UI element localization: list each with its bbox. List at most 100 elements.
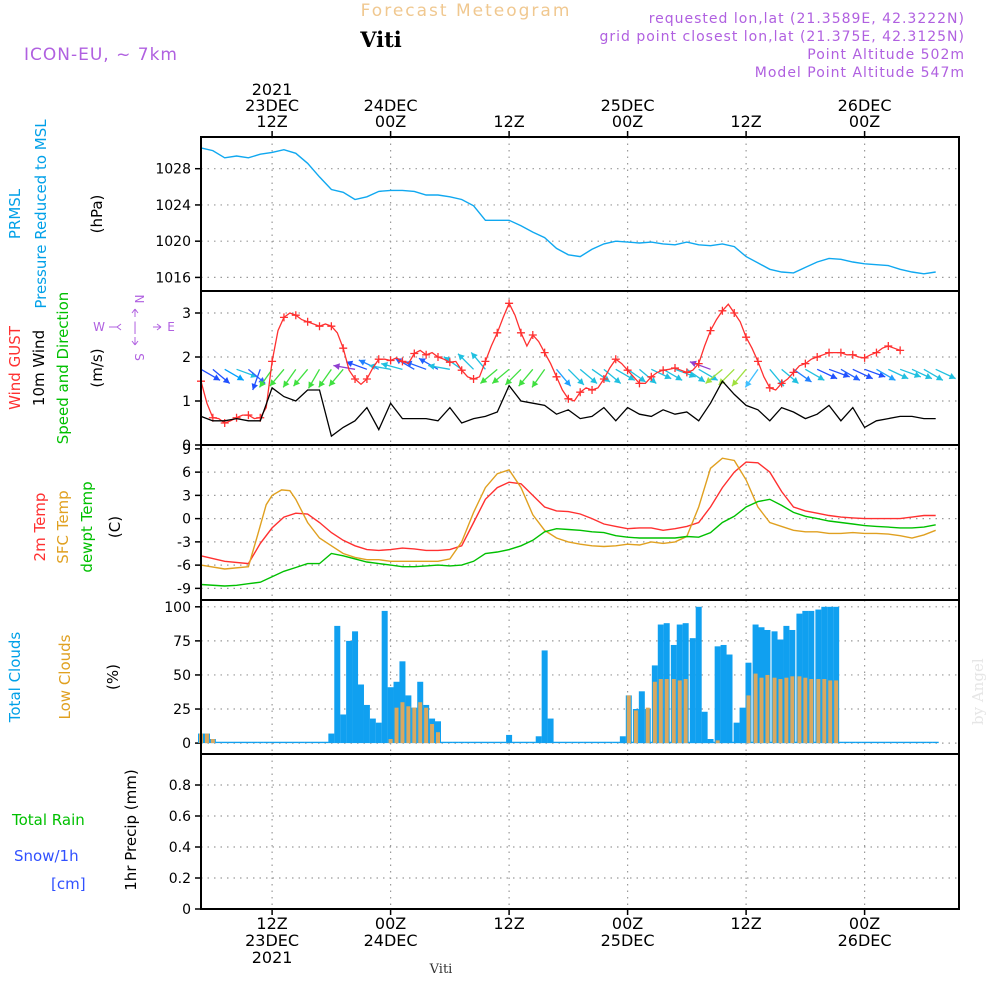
low-cloud-bar (652, 681, 657, 744)
total-cloud-bar (263, 741, 270, 744)
wind-arrow-head (745, 380, 752, 388)
wind-arrow-head (590, 376, 598, 384)
total-cloud-bar (909, 741, 915, 744)
wind-arrow (651, 368, 672, 380)
precip-ytick-label: 0 (182, 902, 191, 918)
temperature-ytick-label: 6 (182, 465, 191, 481)
total-cloud-bar (855, 741, 862, 744)
gust-marker (315, 322, 324, 331)
wind-arrow-head (577, 378, 584, 385)
gust-marker (777, 379, 786, 388)
gust-marker (362, 375, 371, 383)
low-cloud-bar (753, 673, 758, 744)
wind-arrow-head (901, 372, 909, 380)
total-cloud-bar (589, 741, 596, 744)
precip-ytick-label: 0.4 (169, 840, 191, 856)
gust-marker (635, 379, 644, 388)
temperature-ytick-label: 3 (182, 488, 191, 504)
gust-marker (694, 359, 703, 368)
clouds-frame (200, 599, 960, 755)
gust-marker (659, 366, 668, 375)
top-time-label: 12Z (730, 112, 761, 131)
wind-arrow (212, 368, 231, 384)
wind-arrow-head (564, 379, 571, 387)
low-cloud-bar (436, 732, 440, 744)
compass-e: E (167, 320, 175, 334)
total-cloud-bar (239, 741, 246, 744)
total-cloud-bar (269, 741, 276, 744)
wind-arrow-head (293, 379, 301, 387)
total-cloud-bar (215, 741, 222, 744)
temperature-ytick-label: -3 (177, 535, 191, 551)
low-cloud-bar (822, 679, 827, 744)
gust-marker (339, 344, 348, 353)
gust-marker (848, 350, 857, 359)
low-cloud-bar (671, 679, 676, 744)
bottom-time-label: 12Z (730, 914, 761, 933)
clouds-label: Total Clouds (6, 632, 24, 724)
gust-marker (540, 348, 549, 357)
compass-w: W (93, 320, 105, 334)
total-cloud-bar (808, 610, 815, 744)
wind-arrow (627, 368, 646, 383)
wind-label: Speed and Direction (54, 292, 72, 445)
wind-arrow (579, 368, 598, 384)
total-cloud-bar (523, 741, 530, 744)
compass: N S W E | (93, 295, 175, 361)
wind-arrow (418, 357, 439, 370)
total-cloud-bar (833, 606, 840, 744)
wind-arrow-head (418, 358, 426, 365)
gust-marker (564, 394, 573, 403)
wind-arrow (876, 368, 896, 381)
total-cloud-bar (251, 741, 258, 744)
low-cloud-bar (210, 739, 215, 744)
low-cloud-bar (809, 679, 814, 744)
wind-arrow-head (804, 375, 812, 382)
wind-arrow (200, 368, 221, 381)
total-cloud-bar (619, 736, 626, 744)
total-cloud-bar (464, 741, 471, 744)
wind-arrow-head (368, 363, 376, 370)
gust-marker (410, 349, 419, 358)
total-cloud-bar (749, 741, 756, 744)
wind-arrow-head (333, 363, 341, 370)
temperature-label: (C) (106, 516, 124, 538)
total-cloud-bar (257, 741, 264, 744)
total-cloud-bar (286, 741, 293, 744)
total-cloud-bar (879, 741, 886, 744)
temperature-line (200, 457, 936, 570)
wind-arrow-head (222, 376, 230, 384)
low-cloud-bar (834, 680, 839, 744)
temperature-ytick-label: 9 (182, 442, 191, 458)
gust-marker (351, 375, 360, 383)
wind-arrow-head (913, 371, 921, 378)
wind-panel: 0 1 2 3 N S W E | Wind GUST 10m Wind Speed and Dire… (6, 291, 960, 454)
header: Forecast Meteogram Viti ICON-EU, ~ 7km r… (24, 1, 987, 977)
low-cloud-bar (828, 680, 833, 744)
top-time-label: 00Z (375, 112, 406, 131)
wind-arrow (358, 359, 380, 370)
wind-arrow (888, 368, 909, 380)
total-cloud-bar (885, 741, 892, 744)
point-altitude: Point Altitude 502m (807, 47, 965, 63)
total-cloud-bar (606, 741, 613, 744)
low-cloud-bar (418, 702, 423, 744)
gust-marker (398, 357, 407, 366)
total-cloud-bar (346, 640, 353, 744)
gust-line (200, 301, 901, 424)
wind-arrow-head (613, 376, 621, 384)
temperature-ytick-label: -9 (177, 581, 191, 597)
total-cloud-bar (517, 741, 524, 744)
wind-ytick-label: 2 (182, 350, 191, 366)
gust-marker (268, 357, 277, 366)
temperature-label: dewpt Temp (78, 481, 96, 572)
wind-arrow-head (888, 374, 896, 381)
gust-marker (588, 386, 597, 394)
gust-marker (516, 328, 525, 337)
wind-arrow-head (492, 376, 500, 384)
wind-arrow (689, 360, 711, 370)
gust-marker (481, 357, 490, 366)
total-cloud-bar (648, 741, 655, 744)
grid-point-coordinates: grid point closest lon,lat (21.375E, 42.… (599, 29, 965, 45)
clouds-ytick-label: 25 (173, 702, 191, 718)
